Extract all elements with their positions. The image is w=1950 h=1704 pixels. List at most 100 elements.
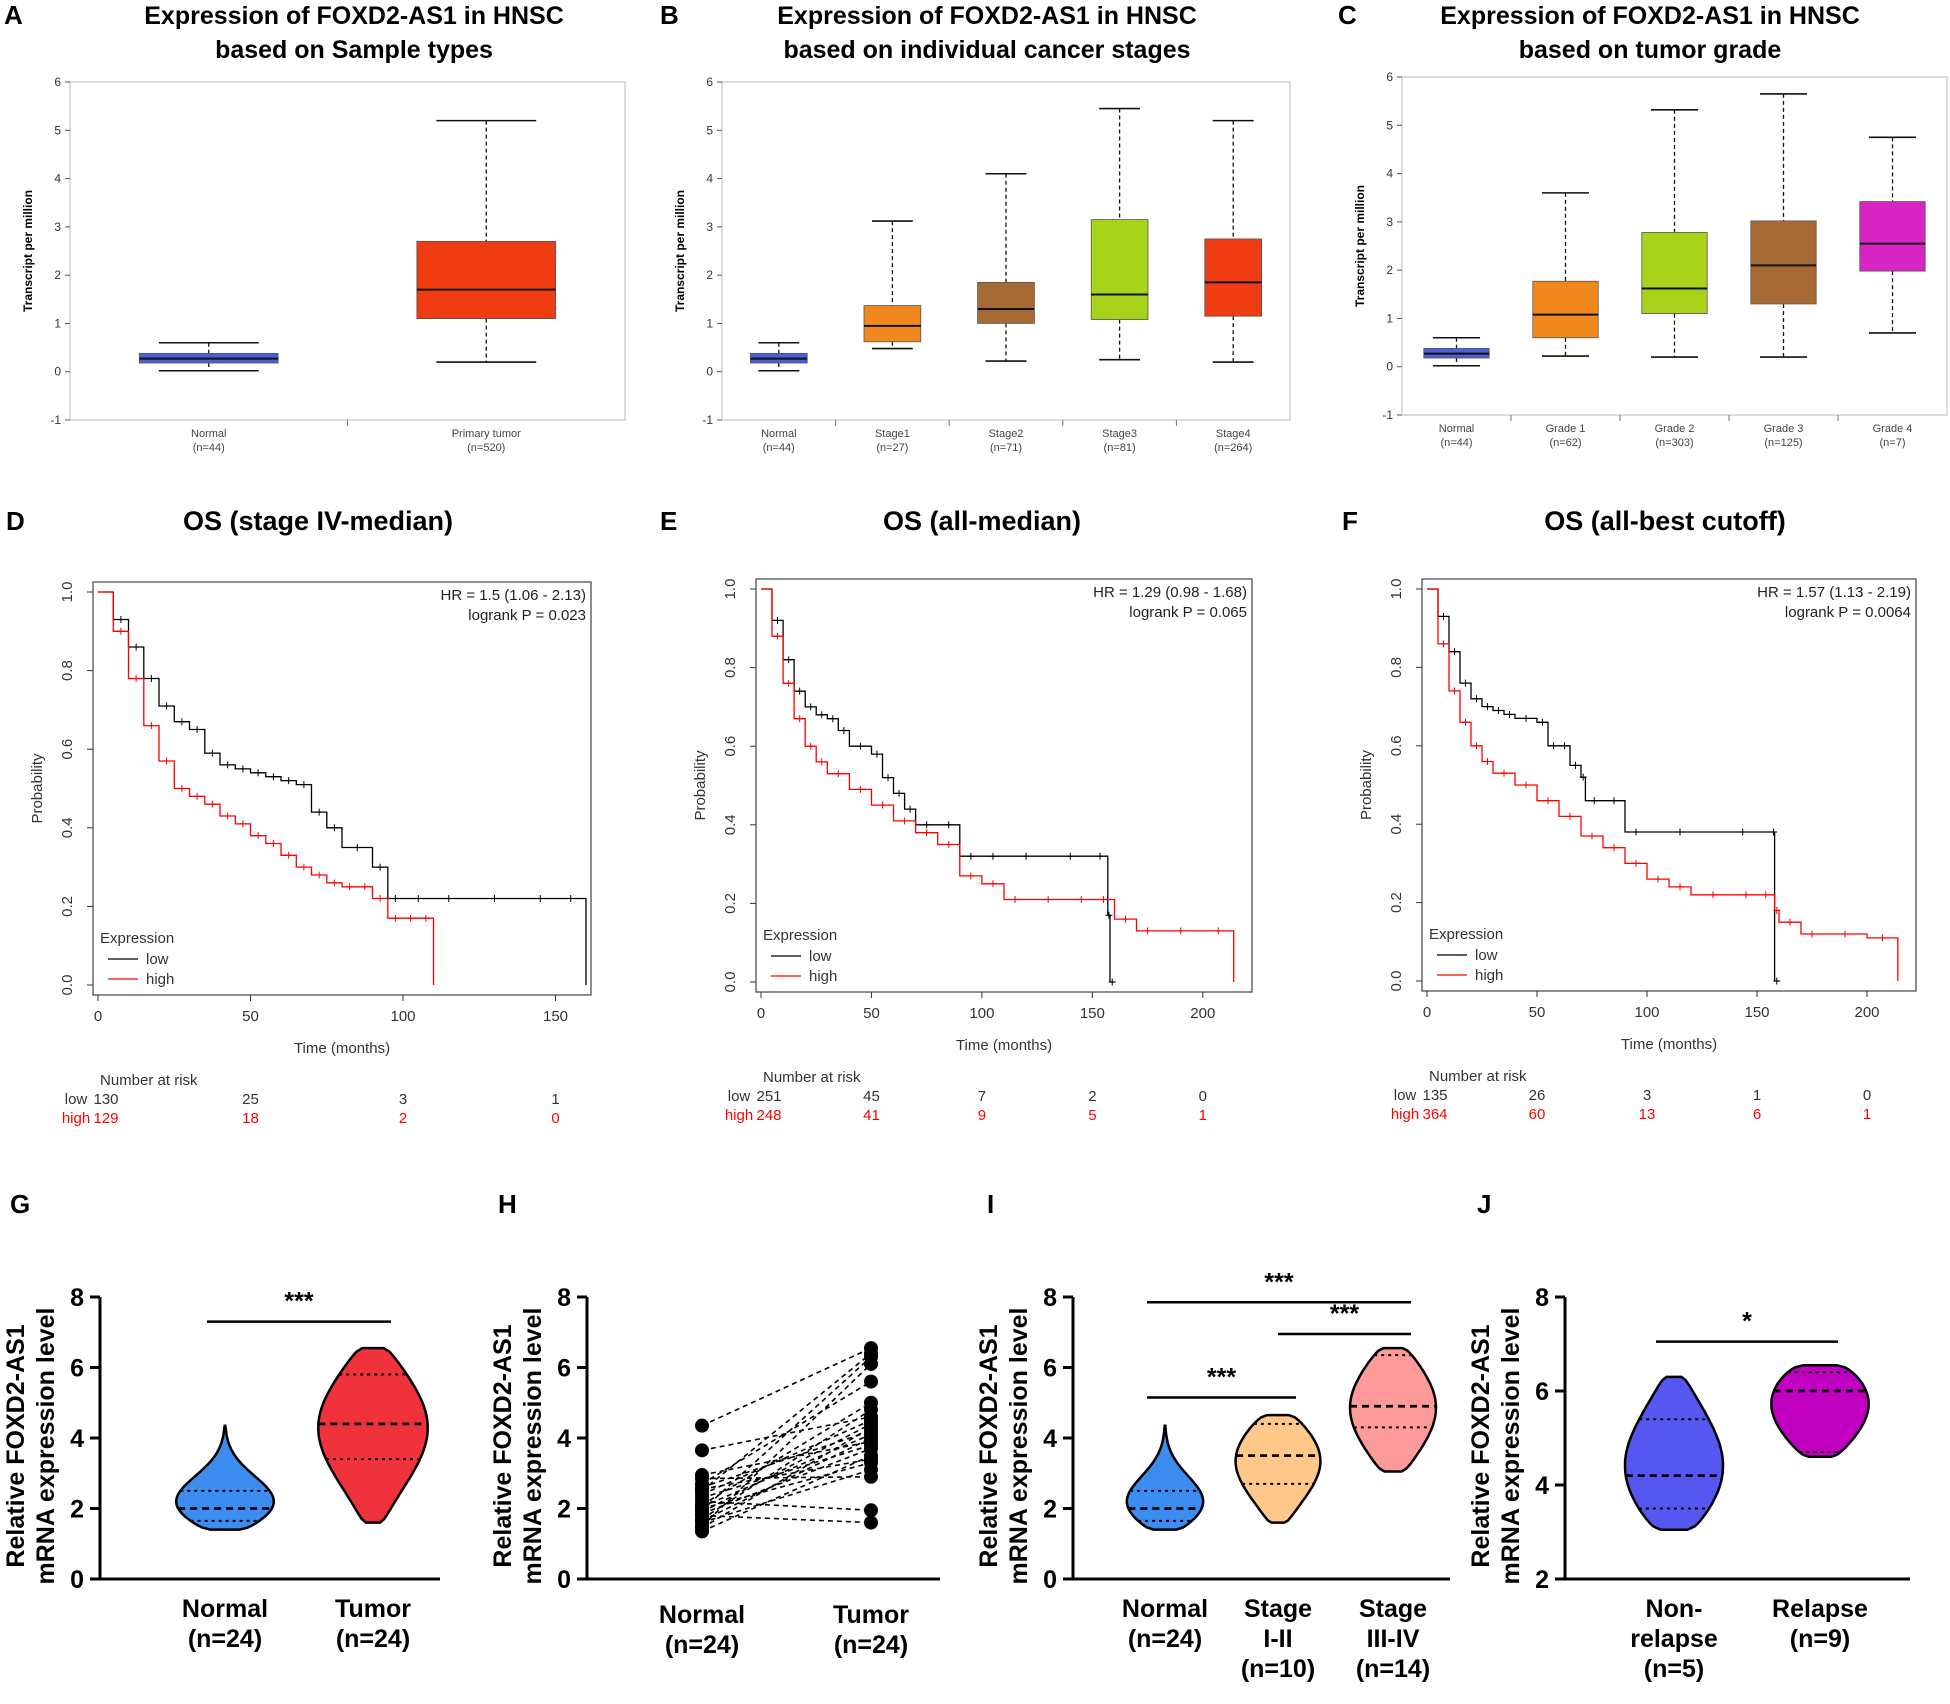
significance-stars: *** xyxy=(284,1288,313,1316)
y-tick-label: 0 xyxy=(557,1566,571,1594)
censor-mark xyxy=(1786,918,1794,926)
censor-mark xyxy=(361,883,369,891)
censor-mark xyxy=(1022,852,1030,860)
censor-mark xyxy=(989,880,997,888)
y-tick-label: 0.6 xyxy=(1388,735,1405,756)
censor-mark xyxy=(1654,875,1662,883)
x-category-label: (n=24) xyxy=(665,1631,739,1659)
legend-label-high: high xyxy=(146,971,174,988)
y-tick-label: 0.8 xyxy=(59,660,76,681)
chart-title-line2: based on individual cancer stages xyxy=(783,36,1190,64)
y-tick-label: 0.8 xyxy=(722,657,739,678)
x-category-label: (n=5) xyxy=(1644,1655,1704,1683)
x-category-label: (n=24) xyxy=(1128,1625,1202,1653)
x-category-label: Tumor xyxy=(335,1595,411,1623)
censor-mark xyxy=(300,781,308,789)
y-tick-label: 0.4 xyxy=(1388,814,1405,835)
x-tick-label: 50 xyxy=(242,1008,259,1025)
y-axis-label: Probability xyxy=(29,753,46,824)
censor-mark xyxy=(422,914,430,922)
censor-mark xyxy=(1144,927,1152,935)
risk-row-label-high: high xyxy=(62,1110,90,1127)
risk-row-label-low: low xyxy=(1394,1087,1417,1104)
y-axis-label: Transcript per million xyxy=(1353,185,1367,307)
km-curve-high xyxy=(98,591,435,985)
x-category-count: (n=62) xyxy=(1549,437,1581,449)
censor-mark xyxy=(989,852,997,860)
y-tick-label: 1 xyxy=(54,316,61,330)
risk-count-high: 0 xyxy=(551,1110,559,1127)
paired-line xyxy=(701,1363,872,1527)
chart-title-line1: Expression of FOXD2-AS1 in HNSC xyxy=(1440,2,1860,30)
paired-line xyxy=(701,1447,872,1515)
censor-mark xyxy=(315,808,323,816)
y-tick-label: 0.4 xyxy=(59,817,76,838)
censor-mark xyxy=(1539,718,1546,726)
plot-frame xyxy=(1421,578,1917,992)
censor-mark xyxy=(346,883,354,891)
censor-mark xyxy=(834,770,842,778)
box-1 xyxy=(863,305,922,343)
censor-mark xyxy=(796,687,804,695)
number-at-risk-title: Number at risk xyxy=(763,1069,861,1086)
x-category-count: (n=520) xyxy=(467,442,505,454)
tumor-point xyxy=(864,1469,878,1484)
y-tick-label: 2 xyxy=(54,268,61,282)
censor-mark xyxy=(254,769,262,777)
y-tick-label: 0.6 xyxy=(722,736,739,757)
censor-mark xyxy=(923,821,931,829)
y-tick-label: 6 xyxy=(1535,1378,1549,1406)
x-axis-label: Time (months) xyxy=(1621,1036,1717,1053)
censor-mark xyxy=(376,863,384,871)
legend-title: Expression xyxy=(100,930,174,947)
x-tick-label: 200 xyxy=(1190,1005,1215,1022)
risk-count-high: 41 xyxy=(863,1107,880,1124)
panel-letter: H xyxy=(498,1189,517,1219)
km-curve-low xyxy=(761,588,1115,983)
legend-label-low: low xyxy=(809,948,832,965)
y-tick-label: 1.0 xyxy=(722,579,739,600)
censor-mark xyxy=(807,703,815,711)
x-category-label: Primary tumor xyxy=(452,428,521,440)
y-tick-label: 4 xyxy=(1043,1425,1057,1453)
x-category-label: Relapse xyxy=(1772,1595,1868,1623)
violin-0 xyxy=(1125,1424,1205,1531)
y-axis-label-line2: mRNA expression level xyxy=(32,1308,60,1585)
violin-1 xyxy=(1770,1363,1870,1459)
x-tick-label: 150 xyxy=(1080,1005,1105,1022)
censor-mark xyxy=(901,817,909,825)
x-category-label: (n=24) xyxy=(188,1625,262,1653)
censor-mark xyxy=(567,895,575,903)
x-category-label: Grade 3 xyxy=(1764,423,1804,435)
censor-mark xyxy=(1500,769,1508,777)
logrank-p: logrank P = 0.0064 xyxy=(1785,604,1911,621)
risk-count-low: 7 xyxy=(978,1088,986,1105)
censor-mark xyxy=(208,749,216,757)
censor-mark xyxy=(1762,891,1770,899)
censor-mark xyxy=(208,800,216,808)
risk-count-high: 2 xyxy=(399,1110,407,1127)
censor-mark xyxy=(840,726,848,734)
risk-count-low: 1 xyxy=(551,1091,559,1108)
y-tick-label: 8 xyxy=(1043,1284,1057,1312)
x-category-label: (n=14) xyxy=(1356,1655,1430,1683)
censor-mark xyxy=(774,616,782,624)
censor-mark xyxy=(967,852,975,860)
tumor-point xyxy=(864,1503,878,1518)
normal-point xyxy=(695,1524,709,1539)
x-category-label: Normal xyxy=(761,428,796,440)
paired-line xyxy=(701,1402,872,1506)
x-category-label: (n=9) xyxy=(1790,1625,1850,1653)
paired-line xyxy=(701,1416,872,1452)
paired-line xyxy=(701,1468,872,1524)
censor-mark xyxy=(269,773,277,781)
censor-mark xyxy=(1451,648,1458,656)
y-axis-label-line2: mRNA expression level xyxy=(1497,1308,1525,1585)
x-category-label: Stage3 xyxy=(1102,428,1137,440)
x-tick-label: 100 xyxy=(390,1008,415,1025)
paired-line xyxy=(701,1433,872,1508)
y-tick-label: 1.0 xyxy=(1388,579,1405,600)
box-4 xyxy=(1204,238,1262,317)
censor-mark xyxy=(923,829,931,837)
censor-mark xyxy=(132,643,140,651)
